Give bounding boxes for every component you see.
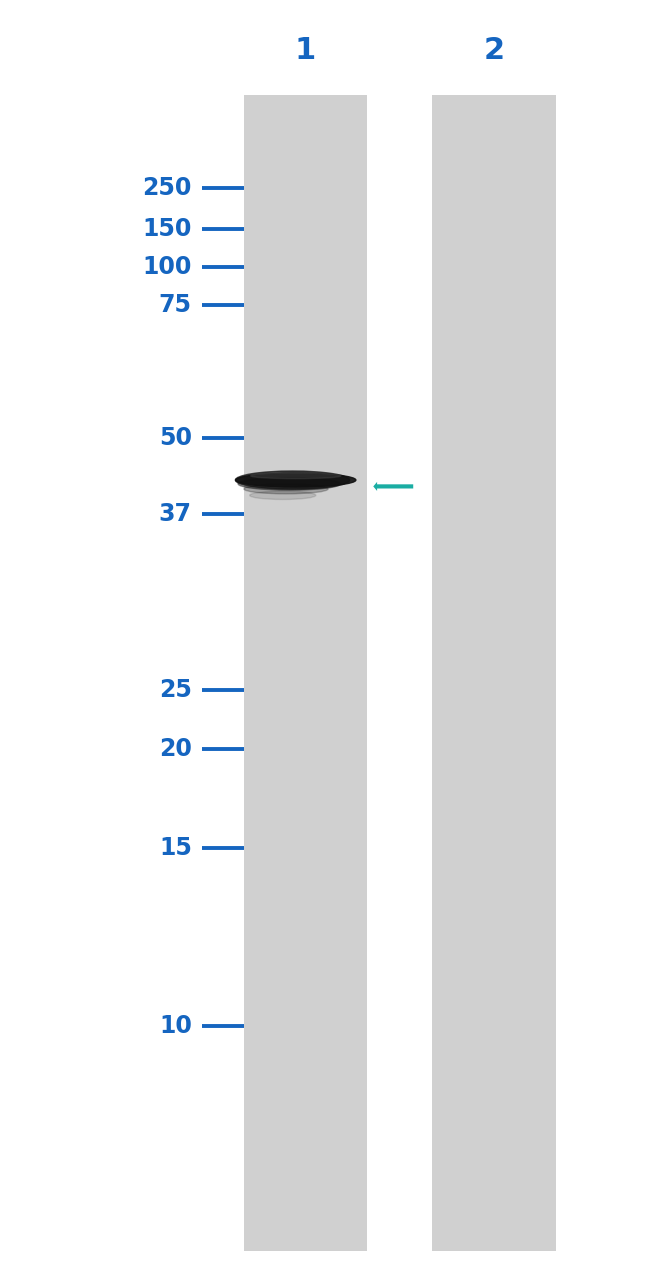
Text: 75: 75 [159, 293, 192, 316]
Ellipse shape [251, 472, 341, 479]
Text: 250: 250 [142, 177, 192, 199]
Ellipse shape [250, 491, 316, 499]
Text: 150: 150 [142, 217, 192, 240]
Text: 10: 10 [159, 1015, 192, 1038]
Text: 50: 50 [159, 427, 192, 450]
Text: 1: 1 [295, 37, 316, 65]
Text: 15: 15 [159, 837, 192, 860]
Text: 37: 37 [159, 503, 192, 526]
Ellipse shape [238, 478, 341, 490]
Bar [244, 95, 367, 1251]
Text: 20: 20 [159, 738, 192, 761]
Ellipse shape [235, 471, 350, 489]
Bar [432, 95, 556, 1251]
Text: 100: 100 [142, 255, 192, 278]
Ellipse shape [235, 474, 356, 488]
Text: 2: 2 [484, 37, 504, 65]
Ellipse shape [244, 484, 328, 494]
Text: 25: 25 [159, 678, 192, 701]
